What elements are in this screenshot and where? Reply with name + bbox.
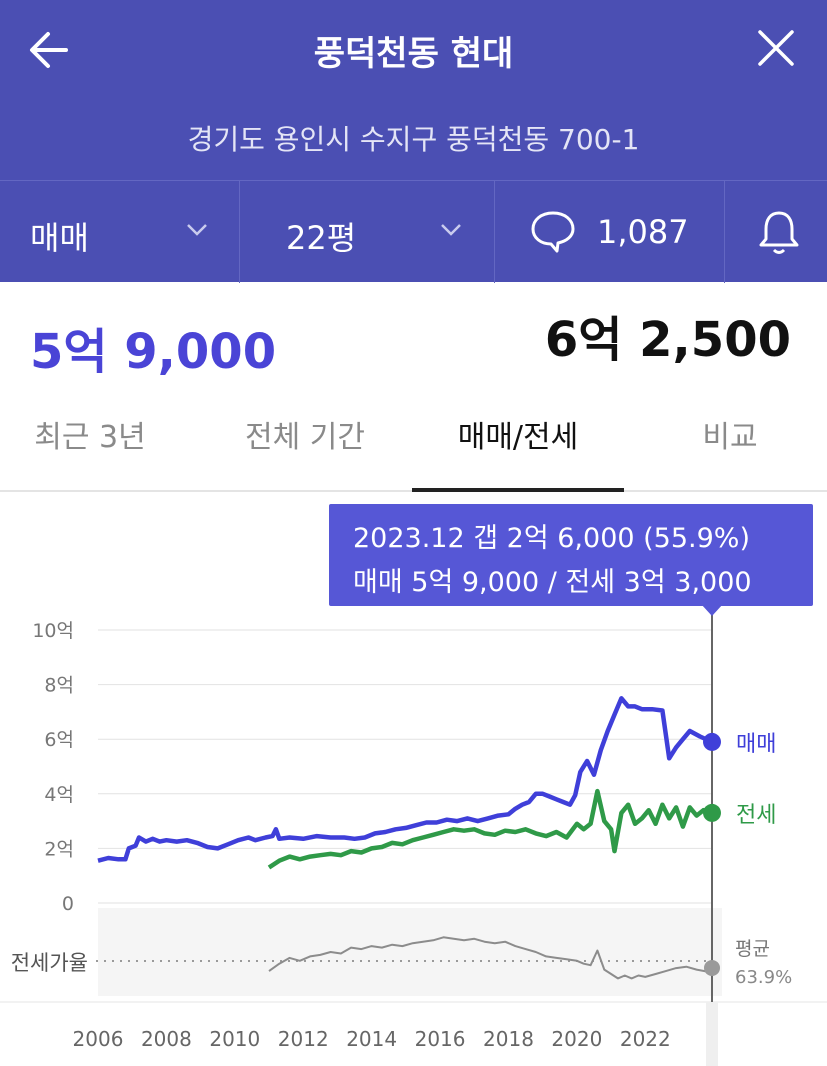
sale-line xyxy=(97,696,713,863)
tooltip-gap-line: 2023.12 갭 2억 6,000 (55.9%) xyxy=(353,523,750,554)
x-tick-label: 2006 xyxy=(73,1027,124,1051)
y-tick-label: 8억 xyxy=(44,675,74,697)
address-text: 경기도 용인시 수지구 풍덕천동 700-1 xyxy=(187,123,640,156)
tooltip-pointer xyxy=(701,604,723,616)
x-tick-label: 2010 xyxy=(209,1027,260,1051)
current-price: 5억 9,000 xyxy=(30,324,277,380)
tab-compare[interactable]: 비교 xyxy=(702,420,758,455)
jeonse-series-label: 전세 xyxy=(736,803,776,828)
ratio-average-value: 63.9% xyxy=(735,967,792,988)
deal-type-select[interactable]: 매매 xyxy=(0,181,240,283)
jeonse-endpoint-marker xyxy=(703,803,721,822)
app-header: 풍덕천동 현대 경기도 용인시 수지구 풍덕천동 700-1 매매 22평 1,… xyxy=(0,0,827,283)
y-tick-label: 2억 xyxy=(44,838,74,860)
comments-button[interactable]: 1,087 xyxy=(495,181,725,283)
ratio-line xyxy=(268,936,713,980)
close-button[interactable] xyxy=(752,26,800,70)
close-icon xyxy=(758,30,794,66)
x-tick-label: 2022 xyxy=(620,1027,671,1051)
x-tick-label: 2020 xyxy=(551,1027,602,1051)
back-button[interactable] xyxy=(26,28,74,72)
ratio-band-background xyxy=(98,908,722,996)
page-title: 풍덕천동 현대 xyxy=(313,34,514,74)
y-tick-label: 6억 xyxy=(44,729,74,751)
chevron-down-icon xyxy=(187,224,207,236)
tab-sale-jeonse[interactable]: 매매/전세 xyxy=(412,400,624,492)
y-tick-label: 4억 xyxy=(44,784,74,806)
ratio-average-label: 평균 xyxy=(735,938,770,960)
tab-recent-3y[interactable]: 최근 3년 xyxy=(34,420,146,455)
sale-endpoint-marker xyxy=(703,732,721,751)
y-tick-label: 0 xyxy=(62,893,74,915)
notification-button[interactable] xyxy=(725,181,827,283)
area-value: 22평 xyxy=(286,219,357,257)
price-chart[interactable]: 10억 8억 6억 4억 2억 0 전세가율 2006 2008 2010 2012 2014 2016… xyxy=(0,494,827,1066)
tooltip-price-line: 매매 5억 9,000 / 전세 3억 3,000 xyxy=(353,567,752,598)
filter-bar: 매매 22평 1,087 xyxy=(0,180,827,283)
comment-count: 1,087 xyxy=(597,213,689,251)
cursor-column xyxy=(706,1002,718,1066)
ratio-axis-label: 전세가율 xyxy=(11,951,88,975)
chevron-down-icon xyxy=(441,224,461,236)
ratio-endpoint-marker xyxy=(704,959,720,976)
x-tick-label: 2016 xyxy=(415,1027,466,1051)
x-tick-label: 2008 xyxy=(141,1027,192,1051)
tab-all-period[interactable]: 전체 기간 xyxy=(245,420,365,455)
period-tabs: 최근 3년 전체 기간 매매/전세 비교 xyxy=(0,400,827,492)
y-tick-label: 10억 xyxy=(32,620,74,642)
deal-type-value: 매매 xyxy=(30,219,89,257)
bell-icon xyxy=(759,211,799,254)
chart-tooltip: 2023.12 갭 2억 6,000 (55.9%) 매매 5억 9,000 /… xyxy=(329,504,813,606)
high-price: 6억 2,500 xyxy=(544,312,791,368)
x-tick-label: 2012 xyxy=(278,1027,329,1051)
area-select[interactable]: 22평 xyxy=(240,181,495,283)
speech-bubble-icon xyxy=(531,211,575,253)
x-tick-label: 2018 xyxy=(483,1027,534,1051)
jeonse-line xyxy=(267,788,713,870)
x-tick-label: 2014 xyxy=(346,1027,397,1051)
arrow-left-icon xyxy=(30,32,68,68)
sale-series-label: 매매 xyxy=(736,732,776,757)
